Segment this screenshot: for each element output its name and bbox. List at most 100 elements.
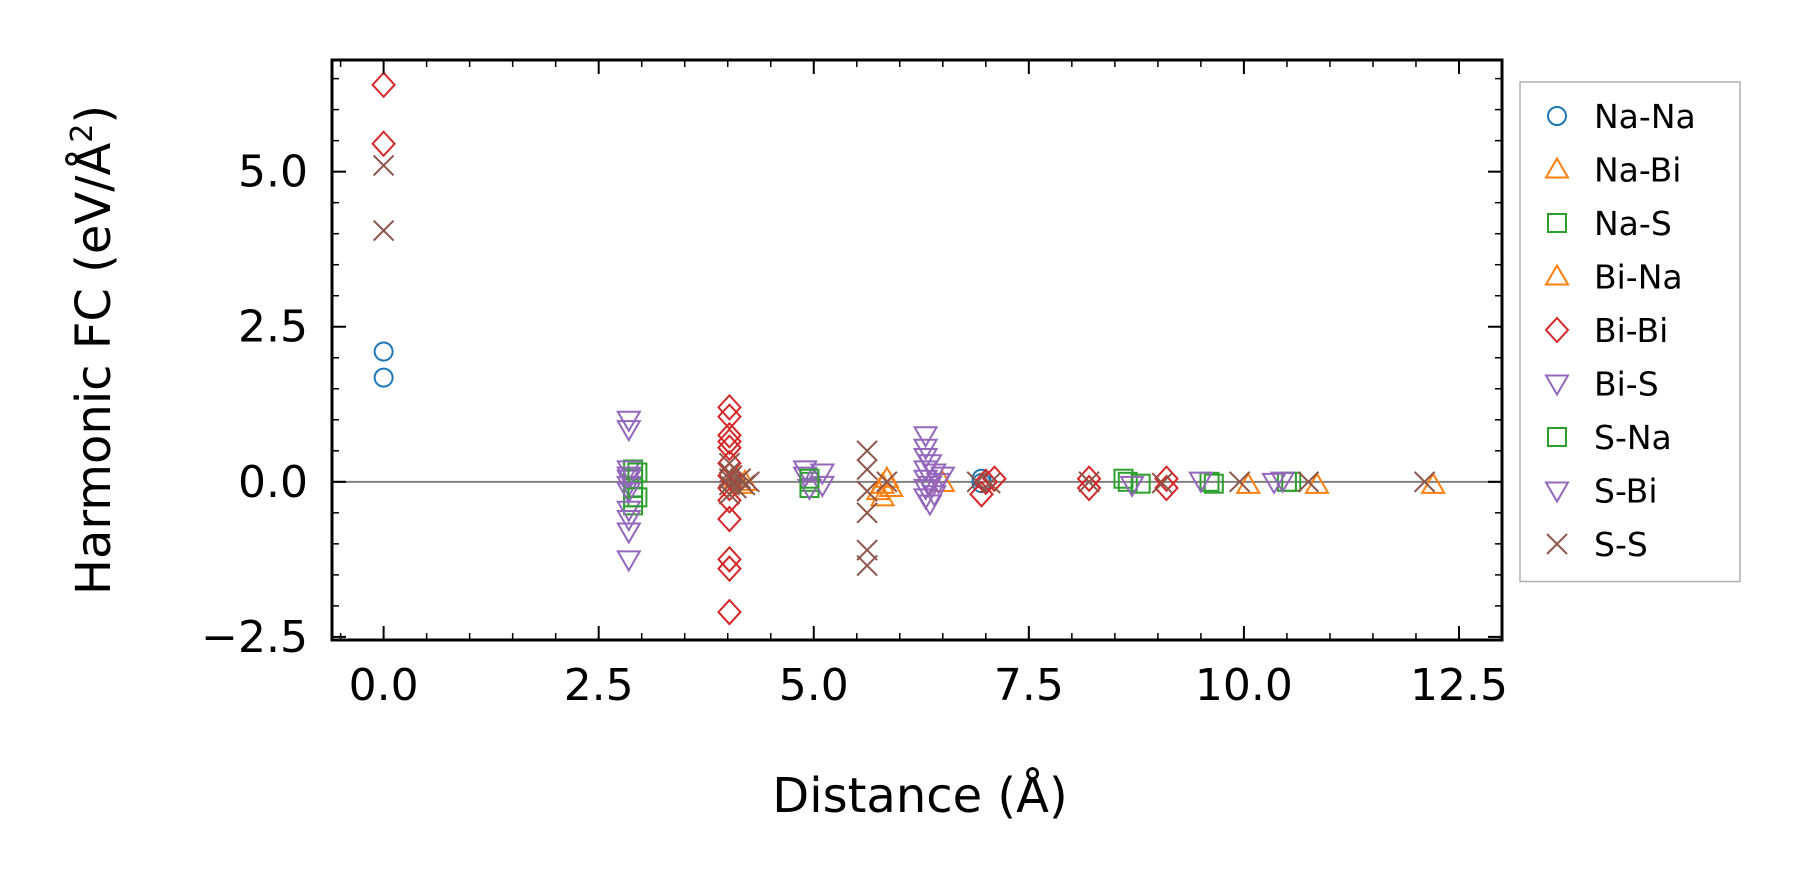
data-point (717, 598, 742, 626)
legend-label: Na-Na (1594, 97, 1696, 136)
data-point (616, 482, 642, 505)
legend-label: S-Na (1594, 418, 1672, 457)
data-point (1130, 473, 1151, 494)
y-tick-label: −2.5 (201, 612, 308, 663)
data-point (717, 555, 742, 583)
data-point (371, 71, 396, 99)
data-point (372, 219, 395, 242)
y-axis-title-close: ) (66, 105, 122, 124)
data-point (856, 502, 878, 524)
legend-item: S-S (1546, 525, 1648, 564)
data-point (738, 471, 760, 493)
data-point (809, 475, 836, 498)
data-point (856, 480, 878, 502)
series-bi-s (616, 410, 956, 573)
legend-item: S-Bi (1544, 472, 1658, 511)
legend-marker (1544, 481, 1570, 504)
data-point (876, 471, 898, 493)
series-s-bi (616, 454, 1296, 508)
data-point (717, 421, 742, 449)
data-point (729, 468, 752, 490)
data-point (616, 420, 642, 443)
data-point (1304, 471, 1330, 494)
data-point (917, 454, 943, 477)
data-point (373, 367, 394, 388)
legend-marker (1544, 316, 1570, 344)
legend-box (1519, 81, 1741, 583)
data-point (1235, 471, 1261, 494)
y-axis-title-superscript: 2 (65, 124, 100, 143)
data-point (1188, 471, 1214, 494)
data-point (921, 485, 947, 508)
data-point (1078, 471, 1100, 493)
data-point (1076, 474, 1102, 502)
y-tick-label: 0.0 (238, 457, 308, 508)
data-point (1117, 471, 1138, 492)
x-axis-title: Distance (Å) (772, 767, 1067, 824)
legend-label: Na-S (1594, 204, 1672, 243)
legend-item: Bi-S (1544, 365, 1659, 404)
data-point (717, 428, 742, 455)
legend-item: Na-Bi (1544, 151, 1681, 190)
data-point (856, 539, 878, 561)
data-point (979, 472, 1001, 494)
data-point (717, 505, 742, 533)
axes-frame (330, 58, 1504, 642)
data-point (1119, 475, 1145, 498)
data-point (717, 474, 742, 502)
data-point (1151, 472, 1173, 494)
legend-label: Na-Bi (1594, 151, 1681, 190)
x-tick-label: 5.0 (779, 660, 849, 711)
data-point (799, 468, 820, 489)
data-point (796, 479, 823, 502)
data-point (627, 462, 648, 483)
plot-area (332, 60, 1502, 640)
data-point (717, 434, 742, 462)
data-point (717, 545, 742, 573)
data-point (809, 463, 836, 486)
x-tick-label: 2.5 (564, 660, 634, 711)
series-s-s (372, 154, 1436, 577)
legend-marker (1547, 213, 1567, 233)
legend-label: S-Bi (1594, 472, 1658, 511)
data-point (616, 550, 642, 573)
legend-item: Na-Na (1547, 97, 1696, 136)
data-point (373, 341, 394, 362)
legend-item: Na-S (1547, 204, 1672, 243)
data-point (1154, 465, 1179, 493)
data-point (718, 452, 741, 474)
legend: Na-Na Na-Bi Na-S Bi-Na Bi-Bi Bi-S S-Na S-Bi S-S (1519, 81, 1741, 583)
legend-item: Bi-Bi (1544, 311, 1668, 350)
legend-marker (1544, 156, 1570, 179)
legend-marker (1547, 106, 1567, 126)
data-point (1228, 471, 1251, 493)
legend-label: S-S (1594, 525, 1648, 564)
legend-label: Bi-S (1594, 365, 1659, 404)
x-tick-label: 0.0 (349, 660, 419, 711)
x-tick-label: 10.0 (1195, 660, 1293, 711)
y-axis-title: Harmonic FC (eV/Å2) (65, 105, 122, 595)
data-point (371, 130, 396, 158)
data-point (1261, 472, 1287, 495)
plot-background (332, 60, 1502, 640)
y-tick-label: 5.0 (238, 147, 308, 198)
data-point (856, 554, 878, 577)
data-point (856, 440, 878, 462)
y-tick-labels: −2.5 0.0 2.5 5.0 (201, 147, 308, 663)
data-point (717, 486, 742, 514)
ticks-layer (332, 60, 1503, 640)
data-points-layer (371, 71, 1446, 626)
data-point (1154, 474, 1179, 502)
y-tick-label: 2.5 (238, 302, 308, 353)
x-tick-label: 12.5 (1410, 660, 1508, 711)
x-tick-labels: 0.0 2.5 5.0 7.5 10.0 12.5 (349, 660, 1508, 711)
data-point (1297, 471, 1320, 493)
data-point (1413, 471, 1436, 493)
legend-item: S-Na (1547, 418, 1672, 457)
legend-marker (1547, 427, 1567, 447)
data-point (1420, 471, 1446, 494)
data-point (1269, 471, 1296, 494)
data-point (878, 475, 904, 498)
data-point (973, 468, 999, 496)
